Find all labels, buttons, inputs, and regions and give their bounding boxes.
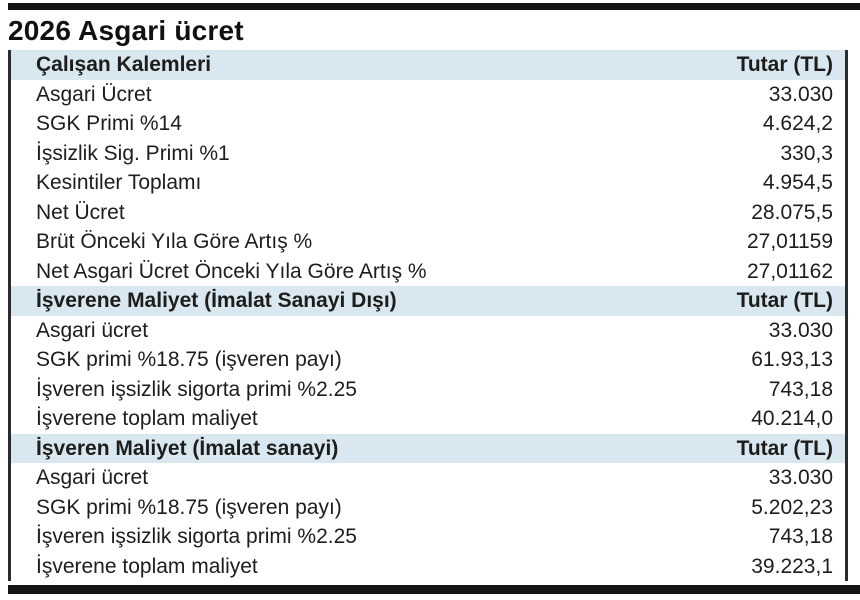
row-label: Asgari ücret bbox=[36, 318, 149, 342]
row-amount: 27,01159 bbox=[746, 230, 833, 253]
row-label: Kesintiler Toplamı bbox=[36, 171, 202, 194]
row-label: Asgari ücret bbox=[36, 466, 149, 489]
table-row: İşveren işsizlik sigorta primi %2.25 743… bbox=[11, 522, 845, 552]
row-label: İşsizlik Sig. Primi %1 bbox=[36, 141, 230, 165]
section-title: İşverene Maliyet (İmalat Sanayi Dışı) bbox=[36, 289, 397, 312]
table-row: Asgari ücret 33.030 bbox=[11, 316, 845, 346]
row-amount: 39.223,1 bbox=[751, 554, 833, 578]
row-amount: 743,18 bbox=[768, 525, 833, 548]
row-label: Brüt Önceki Yıla Göre Artış % bbox=[36, 230, 313, 253]
page-title: 2026 Asgari ücret bbox=[8, 15, 244, 46]
infographic-canvas: 2026 Asgari ücret Çalışan Kalemleri Tuta… bbox=[0, 3, 860, 600]
row-amount: 743,18 bbox=[768, 377, 833, 401]
table-row: SGK primi %18.75 (işveren payı) 5.202,23 bbox=[11, 493, 845, 523]
bottom-rule bbox=[8, 585, 860, 594]
row-label: İşverene toplam maliyet bbox=[36, 407, 258, 430]
table-row: Brüt Önceki Yıla Göre Artış % 27,01159 bbox=[11, 227, 845, 257]
table-row: Net Asgari Ücret Önceki Yıla Göre Artış … bbox=[11, 257, 845, 287]
row-amount: 33.030 bbox=[768, 318, 833, 342]
table-row: Asgari ücret 33.030 bbox=[11, 463, 845, 493]
table-row: SGK Primi %14 4.624,2 bbox=[11, 109, 845, 139]
table-row: İşveren işsizlik sigorta primi %2.25 743… bbox=[11, 375, 845, 405]
table-row: Net Ücret 28.075,5 bbox=[11, 198, 845, 228]
row-amount: 40.214,0 bbox=[751, 407, 833, 430]
row-amount: 28.075,5 bbox=[751, 200, 833, 224]
row-label: Net Ücret bbox=[36, 200, 125, 224]
row-label: SGK primi %18.75 (işveren payı) bbox=[36, 495, 342, 519]
row-amount: 5.202,23 bbox=[751, 495, 833, 519]
table-row: İşsizlik Sig. Primi %1 330,3 bbox=[11, 139, 845, 169]
row-label: İşverene toplam maliyet bbox=[36, 554, 258, 578]
row-label: Asgari Ücret bbox=[36, 82, 152, 106]
table-row: Kesintiler Toplamı 4.954,5 bbox=[11, 168, 845, 198]
amount-column-header: Tutar (TL) bbox=[736, 436, 833, 460]
row-amount: 33.030 bbox=[768, 466, 833, 489]
minimum-wage-table: Çalışan Kalemleri Tutar (TL) Asgari Ücre… bbox=[8, 50, 848, 581]
table-row: İşverene toplam maliyet 40.214,0 bbox=[11, 404, 845, 434]
row-label: İşveren işsizlik sigorta primi %2.25 bbox=[36, 525, 357, 548]
section-title: Çalışan Kalemleri bbox=[36, 53, 212, 76]
section-header-row: Çalışan Kalemleri Tutar (TL) bbox=[11, 50, 845, 80]
top-rule bbox=[8, 3, 860, 10]
row-amount: 33.030 bbox=[768, 82, 833, 106]
amount-column-header: Tutar (TL) bbox=[736, 53, 833, 76]
row-label: İşveren işsizlik sigorta primi %2.25 bbox=[36, 377, 357, 401]
section-title: İşveren Maliyet (İmalat sanayi) bbox=[36, 436, 339, 460]
row-amount: 4.954,5 bbox=[762, 171, 833, 194]
amount-column-header: Tutar (TL) bbox=[736, 289, 833, 312]
row-label: SGK primi %18.75 (işveren payı) bbox=[36, 348, 342, 371]
table-row: SGK primi %18.75 (işveren payı) 61.93,13 bbox=[11, 345, 845, 375]
table-row: İşverene toplam maliyet 39.223,1 bbox=[11, 552, 845, 582]
row-label: SGK Primi %14 bbox=[36, 112, 182, 135]
row-amount: 27,01162 bbox=[746, 259, 833, 283]
row-amount: 330,3 bbox=[780, 141, 833, 165]
row-amount: 4.624,2 bbox=[762, 112, 833, 135]
section-header-row: İşverene Maliyet (İmalat Sanayi Dışı) Tu… bbox=[11, 286, 845, 316]
section-header-row: İşveren Maliyet (İmalat sanayi) Tutar (T… bbox=[11, 433, 845, 463]
table-row: Asgari Ücret 33.030 bbox=[11, 80, 845, 110]
row-label: Net Asgari Ücret Önceki Yıla Göre Artış … bbox=[36, 259, 427, 283]
row-amount: 61.93,13 bbox=[751, 348, 833, 371]
